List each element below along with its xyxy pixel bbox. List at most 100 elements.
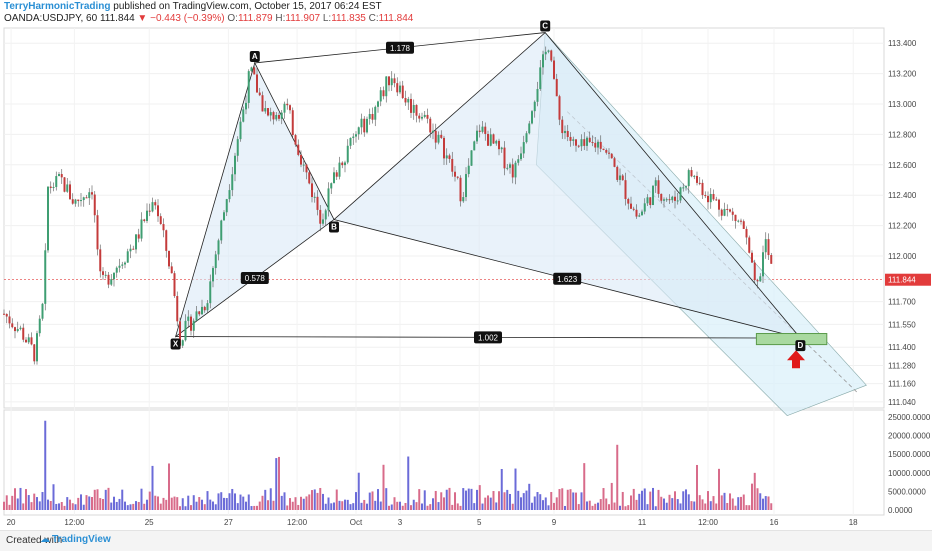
volume-bar xyxy=(542,500,544,510)
volume-bar xyxy=(121,489,124,510)
author-link[interactable]: TerryHarmonicTrading xyxy=(4,1,111,12)
candle-body xyxy=(426,114,429,119)
volume-bar xyxy=(462,488,465,510)
volume-bar xyxy=(99,498,102,510)
candle-body xyxy=(294,135,297,145)
point-marker-d xyxy=(795,340,806,352)
candle-body xyxy=(481,126,484,132)
candle-body xyxy=(41,303,44,319)
tradingview-brand[interactable]: TradingView xyxy=(52,534,111,545)
ratio-label: 1.002 xyxy=(478,333,499,342)
candle-body xyxy=(14,327,16,332)
volume-bar xyxy=(525,490,528,510)
candle-body xyxy=(531,111,533,124)
volume-bar xyxy=(308,494,311,510)
volume-tick-label: 5000.0000 xyxy=(888,487,926,496)
candle-body xyxy=(748,237,751,253)
candle-body xyxy=(542,54,544,68)
candle-body xyxy=(525,133,528,143)
candle-body xyxy=(305,164,308,173)
y-tick-label: 113.400 xyxy=(888,39,917,48)
volume-bar xyxy=(478,485,481,510)
candle-body xyxy=(52,186,55,188)
candle-body xyxy=(313,196,316,198)
chart-canvas[interactable]: 113.400 113.200 113.000 112.800 112.600 112.4… xyxy=(0,0,932,530)
volume-bar xyxy=(22,503,25,510)
volume-bar xyxy=(124,501,126,510)
volume-bar xyxy=(135,501,137,510)
volume-bar xyxy=(553,502,555,510)
volume-bar xyxy=(536,492,539,510)
volume-bar xyxy=(621,491,624,510)
candle-body xyxy=(181,340,184,346)
candle-body xyxy=(60,174,63,178)
volume-bar xyxy=(679,503,682,510)
volume-bar xyxy=(311,490,313,510)
candle-body xyxy=(357,127,360,135)
ratio-label: 1.623 xyxy=(557,275,578,284)
candle-body xyxy=(616,166,619,180)
volume-bar xyxy=(531,502,533,510)
volume-bar xyxy=(415,502,418,510)
volume-bar xyxy=(38,501,41,510)
volume-bar xyxy=(693,501,696,510)
candle-body xyxy=(330,183,333,189)
candle-body xyxy=(594,142,597,148)
volume-bar xyxy=(228,493,231,510)
volume-bar xyxy=(165,499,168,510)
volume-bar xyxy=(132,503,135,510)
volume-bar xyxy=(187,495,190,510)
volume-bar xyxy=(602,488,605,510)
volume-bar xyxy=(36,497,38,510)
candle-body xyxy=(107,274,110,285)
volume-bar xyxy=(126,505,129,510)
candle-body xyxy=(602,148,605,150)
candle-body xyxy=(767,239,770,256)
candle-body xyxy=(322,219,324,224)
candle-body xyxy=(396,83,399,93)
candle-body xyxy=(503,147,506,169)
candle-body xyxy=(663,199,665,201)
volume-bar xyxy=(258,501,261,510)
ratio-box xyxy=(474,331,502,344)
candle-body xyxy=(385,76,388,97)
high-label: H: xyxy=(275,13,286,24)
candle-body xyxy=(66,184,69,192)
pattern-labels: X A B C D 1.178 0.578 1.623 1.002 xyxy=(170,20,806,369)
candle-body xyxy=(742,221,745,229)
candle-body xyxy=(418,115,421,119)
volume-bar xyxy=(374,500,377,510)
volume-bar xyxy=(591,505,594,510)
volume-bar xyxy=(445,489,448,510)
candle-body xyxy=(577,145,580,147)
footer-bar: Created with ☁ TradingView xyxy=(0,530,932,551)
candle-body xyxy=(448,155,451,159)
volume-bar xyxy=(5,495,8,510)
volume-bar xyxy=(690,501,693,510)
volume-bar xyxy=(346,499,349,510)
symbol-label[interactable]: OANDA:USDJPY, 60 xyxy=(4,13,98,24)
x-tick-label: 16 xyxy=(770,518,779,527)
volume-bar xyxy=(360,502,363,510)
volume-bar xyxy=(753,472,756,510)
candle-body xyxy=(8,316,11,324)
candle-body xyxy=(165,230,168,251)
volume-bar xyxy=(616,444,619,510)
volume-bar xyxy=(192,495,195,510)
price-panel-frame xyxy=(3,27,885,409)
candle-body xyxy=(701,182,704,196)
volume-bar xyxy=(294,497,297,510)
volume-bar xyxy=(272,500,275,510)
volume-bar xyxy=(349,504,352,510)
volume-bar xyxy=(344,499,346,510)
candle-body xyxy=(234,155,236,175)
candle-body xyxy=(85,197,88,199)
last-price-tag-label: 111.844 xyxy=(888,276,916,285)
candle-body xyxy=(5,313,8,317)
candle-body xyxy=(170,266,173,274)
candle-body xyxy=(547,50,550,52)
candle-body xyxy=(646,197,649,204)
candle-body xyxy=(363,118,366,133)
candle-body xyxy=(478,130,481,132)
volume-bar xyxy=(289,498,291,510)
